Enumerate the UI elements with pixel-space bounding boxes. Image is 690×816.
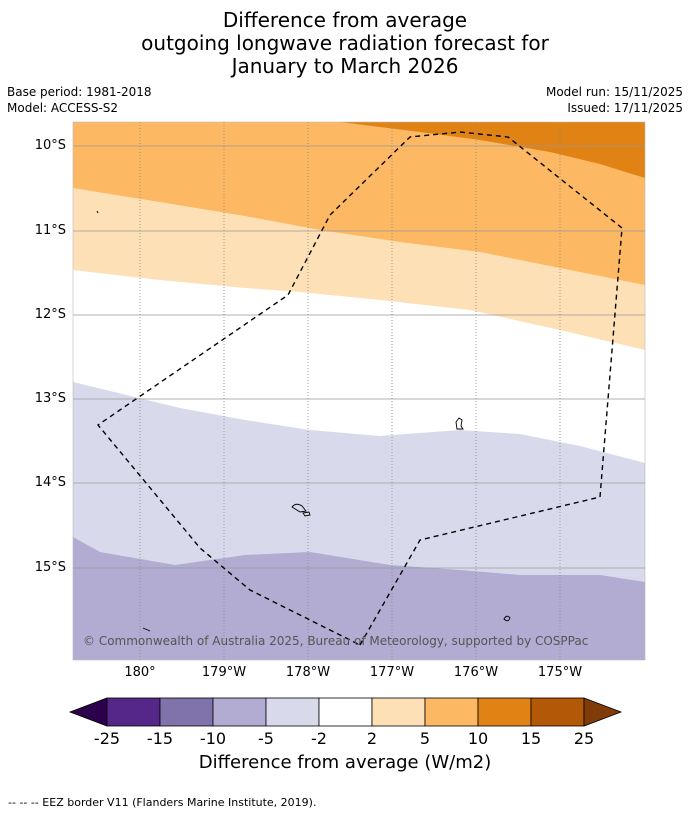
colorbar-segment [159,697,214,727]
strong-positive-band [340,122,645,178]
colorbar [68,697,623,727]
colorbar-segment [106,697,161,727]
colorbar-segment [477,697,532,727]
colorbar-label: 2 [366,729,378,748]
model-name: Model: ACCESS-S2 [7,101,119,115]
lat-label: 15°S [34,560,66,575]
lat-label: 11°S [34,223,66,238]
colorbar-extend-low [68,697,108,727]
lat-label: 13°S [34,391,66,406]
title-line-2: outgoing longwave radiation forecast for [141,31,549,55]
map-area: © Commonwealth of Australia 2025, Bureau… [73,122,645,660]
colorbar-label: 10 [467,729,489,748]
latitude-gridlines [73,145,645,569]
lon-label: 175°W [537,665,583,680]
model-run: Model run: 15/11/2025 [545,85,683,99]
lat-label: 12°S [34,307,66,322]
positive-band [73,122,645,285]
colorbar-segment [371,697,426,727]
colorbar-extend-high [583,697,623,727]
colorbar-segment [265,697,320,727]
colorbar-segment [424,697,479,727]
colorbar-label: 25 [573,729,595,748]
lat-label: 10°S [34,138,66,153]
title-line-1: Difference from average [222,8,468,32]
colorbar-label: -5 [258,729,274,748]
colorbar-segment [212,697,267,727]
map-frame [72,121,646,661]
issued-date: Issued: 17/11/2025 [567,101,683,115]
lon-label: 176°W [453,665,499,680]
colorbar-segment [530,697,585,727]
eez-legend: -- -- -- EEZ border V11 (Flanders Marine… [8,796,317,809]
colorbar-segment [318,697,373,727]
colorbar-label: 15 [520,729,542,748]
colorbar-label: -10 [199,729,227,748]
lat-label: 14°S [34,475,66,490]
title-line-3: January to March 2026 [231,54,459,78]
lon-label: 180° [124,665,156,680]
colorbar-title: Difference from average (W/m2) [198,752,492,773]
colorbar-label: -2 [311,729,327,748]
islands [96,210,511,632]
colorbar-label: -15 [146,729,174,748]
eez-border [96,131,623,646]
lon-label: 178°W [285,665,331,680]
copyright-notice: © Commonwealth of Australia 2025, Bureau… [83,634,588,648]
colorbar-label: 5 [419,729,431,748]
colorbar-label: -25 [93,729,121,748]
lon-label: 177°W [369,665,415,680]
base-period: Base period: 1981-2018 [7,85,152,99]
lon-label: 179°W [201,665,247,680]
